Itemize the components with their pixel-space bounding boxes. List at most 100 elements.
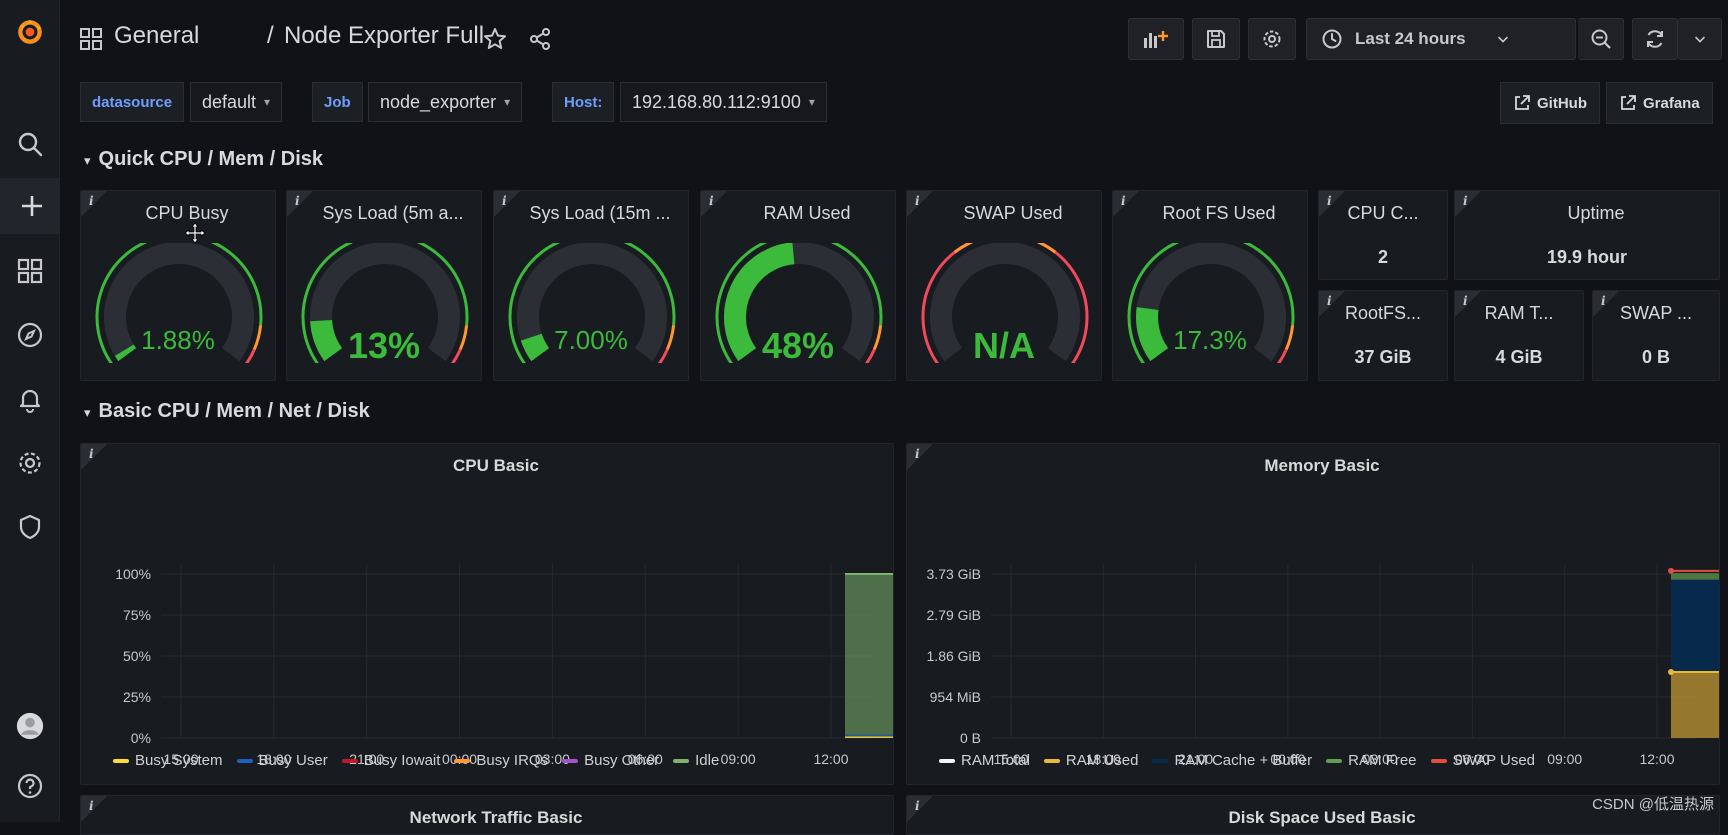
dashboards-button[interactable] <box>0 243 60 299</box>
gauge-arc <box>921 243 1089 363</box>
var-job-value: node_exporter <box>380 91 497 112</box>
y-tick-label: 25% <box>123 689 151 705</box>
share-icon[interactable] <box>528 27 552 51</box>
zoom-out-button[interactable] <box>1578 18 1624 60</box>
gauge-threshold-red <box>451 348 462 363</box>
user-avatar-button[interactable] <box>0 698 60 754</box>
info-icon[interactable]: i <box>915 194 920 208</box>
breadcrumb-folder[interactable]: General <box>114 22 200 49</box>
alerting-button[interactable] <box>0 371 60 427</box>
stat-panel-ram-total[interactable]: i RAM T... 4 GiB <box>1454 290 1584 381</box>
info-icon[interactable]: i <box>502 194 507 208</box>
stat-panel-rootfs-total[interactable]: i RootFS... 37 GiB <box>1318 290 1448 381</box>
panel-title: Root FS Used <box>1162 203 1276 223</box>
row-quick-toggle[interactable]: ▾ Quick CPU / Mem / Disk <box>84 148 323 171</box>
gauge-track <box>310 243 460 362</box>
save-dashboard-button[interactable] <box>1192 18 1240 60</box>
series-area[interactable] <box>845 574 894 735</box>
series-area[interactable] <box>845 736 894 738</box>
grafana-link[interactable]: Grafana <box>1606 82 1713 124</box>
cpu-basic-chart[interactable]: 100%75%50%25%0%15:0018:0021:0000:0003:00… <box>81 484 894 774</box>
grafana-logo[interactable] <box>0 4 60 60</box>
panel-corner <box>81 796 107 822</box>
info-icon[interactable]: i <box>89 799 94 813</box>
info-icon[interactable]: i <box>1327 294 1332 308</box>
x-tick-label: 12:00 <box>1639 751 1674 767</box>
panel-memory-basic[interactable]: i Memory Basic 3.73 GiB 2.79 GiB 1.86 GiB 9… <box>906 443 1720 785</box>
series-area[interactable] <box>1671 672 1720 738</box>
legend-item[interactable]: RAM Free <box>1326 752 1417 769</box>
info-icon[interactable]: i <box>915 799 920 813</box>
gauge-panel[interactable]: i Root FS Used 17.3% <box>1112 190 1308 381</box>
panel-corner <box>494 191 520 217</box>
gauge-threshold-orange <box>872 325 883 351</box>
gauge-panel[interactable]: i RAM Used 48% <box>700 190 896 381</box>
legend-item[interactable]: RAM Total <box>939 752 1030 769</box>
memory-basic-chart[interactable]: 3.73 GiB 2.79 GiB 1.86 GiB 954 MiB 0 B 15:00 1… <box>907 484 1720 774</box>
var-host-select[interactable]: 192.168.80.112:9100 ▾ <box>620 82 827 122</box>
panel-title: RootFS... <box>1344 303 1422 323</box>
legend-item[interactable]: Busy IRQs <box>454 752 548 769</box>
search-button[interactable] <box>0 116 60 172</box>
server-admin-button[interactable] <box>0 499 60 555</box>
configuration-button[interactable] <box>0 435 60 491</box>
gauge-panel[interactable]: i Sys Load (5m a... 13% <box>286 190 482 381</box>
legend-item[interactable]: SWAP Used <box>1430 752 1535 769</box>
gauge-panel[interactable]: i CPU Busy 1.88% <box>80 190 276 381</box>
var-job-select[interactable]: node_exporter ▾ <box>368 82 523 122</box>
stat-value: 19.9 hour <box>1546 247 1628 267</box>
explore-button[interactable] <box>0 307 60 363</box>
help-button[interactable] <box>0 758 60 814</box>
legend-label: Busy Iowait <box>363 752 441 769</box>
zoom-out-icon <box>1591 29 1611 49</box>
series-point <box>1668 567 1674 574</box>
legend-item[interactable]: RAM Used <box>1043 752 1138 769</box>
dashboard-title[interactable]: Node Exporter Full <box>284 22 485 49</box>
stat-panel-swap-total[interactable]: i SWAP ... 0 B <box>1592 290 1720 381</box>
info-icon[interactable]: i <box>915 447 920 461</box>
legend-item[interactable]: Busy Other <box>562 752 659 769</box>
legend-item[interactable]: Busy Iowait <box>341 752 441 769</box>
y-tick-label: 75% <box>123 607 151 623</box>
info-icon[interactable]: i <box>1463 194 1468 208</box>
info-icon[interactable]: i <box>295 194 300 208</box>
var-datasource-select[interactable]: default ▾ <box>190 82 283 122</box>
watermark: CSDN @低温热源 <box>1592 796 1714 813</box>
dashboard-settings-button[interactable] <box>1248 18 1296 60</box>
info-icon[interactable]: i <box>1121 194 1126 208</box>
panel-network-traffic-basic[interactable]: i Network Traffic Basic <box>80 795 894 835</box>
info-icon[interactable]: i <box>1327 194 1332 208</box>
row-basic-toggle[interactable]: ▾ Basic CPU / Mem / Net / Disk <box>84 400 370 423</box>
add-panel-button[interactable] <box>1128 18 1184 60</box>
info-icon[interactable]: i <box>1601 294 1606 308</box>
github-link[interactable]: GitHub <box>1500 82 1600 124</box>
panel-corner <box>1319 191 1345 217</box>
create-button[interactable] <box>0 178 60 234</box>
panel-corner <box>1455 191 1481 217</box>
info-icon[interactable]: i <box>709 194 714 208</box>
info-icon[interactable]: i <box>89 194 94 208</box>
gauge-arc <box>508 243 676 363</box>
series-area[interactable] <box>845 734 894 737</box>
legend-item[interactable]: RAM Cache + Buffer <box>1152 752 1312 769</box>
time-range-picker[interactable]: Last 24 hours <box>1306 18 1576 60</box>
series-area[interactable] <box>1671 579 1720 673</box>
refresh-interval-dropdown[interactable] <box>1678 18 1722 60</box>
legend-item[interactable]: Busy System <box>113 752 223 769</box>
gauge-panel[interactable]: i SWAP Used N/A <box>906 190 1102 381</box>
legend-item[interactable]: Idle <box>673 752 719 769</box>
refresh-button[interactable] <box>1632 18 1678 60</box>
info-icon[interactable]: i <box>89 447 94 461</box>
x-tick-label: 15:00 <box>993 751 1028 767</box>
chevron-down-icon: ▾ <box>504 95 511 109</box>
panel-cpu-basic[interactable]: i CPU Basic 100% 75% 50% 25% 0% 15:00 18:00 21:… <box>80 443 894 785</box>
legend-item[interactable]: Busy User <box>236 752 328 769</box>
series-area[interactable] <box>1671 573 1720 580</box>
gauge-value: N/A <box>973 325 1035 366</box>
info-icon[interactable]: i <box>1463 294 1468 308</box>
star-icon[interactable] <box>483 27 507 51</box>
stat-panel-uptime[interactable]: i Uptime 19.9 hour <box>1454 190 1720 280</box>
gauge-panel[interactable]: i Sys Load (15m ... 7.00% <box>493 190 689 381</box>
stat-panel-cpu-cores[interactable]: i CPU C... 2 <box>1318 190 1448 280</box>
gauge-threshold-orange <box>953 243 1057 254</box>
